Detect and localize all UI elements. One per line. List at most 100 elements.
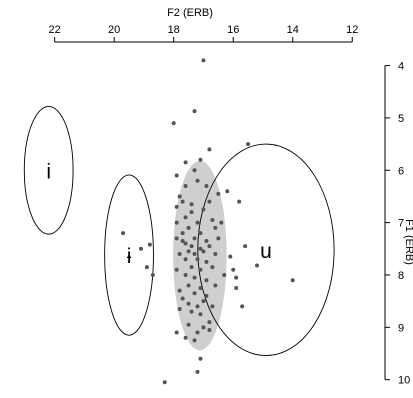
data-point bbox=[183, 183, 188, 188]
data-point bbox=[180, 296, 185, 301]
x-tick-label: 16 bbox=[227, 24, 239, 36]
data-point bbox=[174, 173, 179, 178]
data-point bbox=[255, 263, 260, 268]
vowel-label: u bbox=[260, 240, 272, 263]
data-point bbox=[204, 238, 209, 243]
data-point bbox=[192, 168, 197, 173]
data-point bbox=[186, 249, 191, 254]
data-point bbox=[222, 272, 227, 277]
data-point bbox=[195, 178, 200, 183]
data-point bbox=[192, 275, 197, 280]
data-point bbox=[183, 335, 188, 340]
data-point bbox=[171, 121, 176, 126]
data-point bbox=[198, 231, 203, 236]
data-point bbox=[147, 242, 152, 247]
ellipse-shaded bbox=[173, 160, 227, 351]
data-point bbox=[210, 265, 215, 270]
data-point bbox=[207, 199, 212, 204]
data-point bbox=[198, 157, 203, 162]
data-point bbox=[177, 252, 182, 257]
data-point bbox=[192, 236, 197, 241]
x-tick-label: 18 bbox=[168, 24, 180, 36]
data-point bbox=[198, 312, 203, 317]
data-point bbox=[210, 218, 215, 222]
data-point bbox=[174, 236, 179, 241]
data-point bbox=[192, 338, 197, 343]
data-point bbox=[192, 252, 197, 257]
data-point bbox=[219, 220, 224, 225]
axis-layer: 22 20 18 16 14 12 4 5 6 7 8 9 10 bbox=[49, 24, 411, 387]
data-point bbox=[180, 238, 185, 243]
point-layer bbox=[121, 58, 295, 385]
data-point bbox=[204, 259, 209, 264]
data-point bbox=[186, 225, 191, 230]
data-point bbox=[207, 327, 212, 332]
data-point bbox=[150, 272, 155, 277]
data-point bbox=[213, 225, 218, 230]
data-point bbox=[195, 330, 200, 335]
data-point bbox=[189, 265, 194, 270]
data-point bbox=[174, 204, 179, 209]
data-point bbox=[201, 58, 206, 63]
data-point bbox=[204, 293, 209, 298]
data-point bbox=[183, 160, 188, 165]
data-point bbox=[201, 325, 206, 330]
data-point bbox=[195, 369, 200, 374]
data-point bbox=[234, 275, 239, 280]
x-tick-label: 20 bbox=[108, 24, 120, 36]
y-tick-label: 9 bbox=[398, 322, 404, 334]
data-point bbox=[121, 231, 126, 236]
vowel-label: i bbox=[46, 160, 51, 183]
y-tick-label: 5 bbox=[398, 113, 404, 125]
data-point bbox=[210, 304, 215, 309]
data-point bbox=[195, 220, 200, 225]
data-point bbox=[189, 210, 194, 215]
data-point bbox=[204, 278, 209, 283]
x-axis-title: F2 (ERB) bbox=[167, 7, 213, 19]
data-point bbox=[231, 267, 236, 272]
data-point bbox=[174, 330, 179, 335]
data-point bbox=[225, 189, 230, 194]
data-point bbox=[192, 291, 197, 296]
data-point bbox=[207, 244, 212, 249]
data-point bbox=[246, 142, 251, 147]
x-tick-label: 14 bbox=[287, 24, 299, 36]
data-point bbox=[198, 267, 203, 272]
data-point bbox=[138, 246, 143, 251]
data-point bbox=[183, 215, 188, 220]
data-point bbox=[162, 380, 167, 385]
data-point bbox=[177, 307, 182, 311]
vowel-label: ɨ bbox=[127, 245, 132, 268]
data-point bbox=[201, 207, 206, 212]
y-tick-label: 7 bbox=[398, 218, 404, 230]
data-point bbox=[216, 191, 221, 196]
data-point bbox=[204, 183, 209, 188]
y-tick-label: 6 bbox=[398, 165, 404, 177]
ellipse-layer bbox=[23, 105, 335, 357]
y-tick-label: 10 bbox=[398, 375, 410, 387]
data-point bbox=[186, 322, 191, 327]
data-point bbox=[243, 244, 248, 249]
y-axis-title: F1 (ERB) bbox=[403, 219, 413, 265]
data-point bbox=[195, 304, 200, 309]
data-point bbox=[174, 220, 179, 225]
data-point bbox=[198, 286, 203, 291]
data-point bbox=[180, 199, 185, 204]
data-point bbox=[234, 286, 239, 291]
data-point bbox=[180, 231, 185, 236]
data-point bbox=[240, 304, 245, 309]
data-point bbox=[174, 267, 179, 272]
data-point bbox=[195, 257, 200, 262]
data-point bbox=[201, 299, 206, 304]
data-point bbox=[183, 272, 188, 277]
data-point bbox=[201, 249, 206, 254]
data-point bbox=[207, 320, 212, 325]
data-point bbox=[189, 202, 194, 207]
data-point bbox=[198, 356, 203, 361]
data-point bbox=[198, 246, 203, 251]
data-point bbox=[213, 252, 218, 257]
data-point bbox=[177, 288, 182, 293]
data-point bbox=[192, 109, 197, 114]
x-tick-label: 22 bbox=[49, 24, 61, 36]
